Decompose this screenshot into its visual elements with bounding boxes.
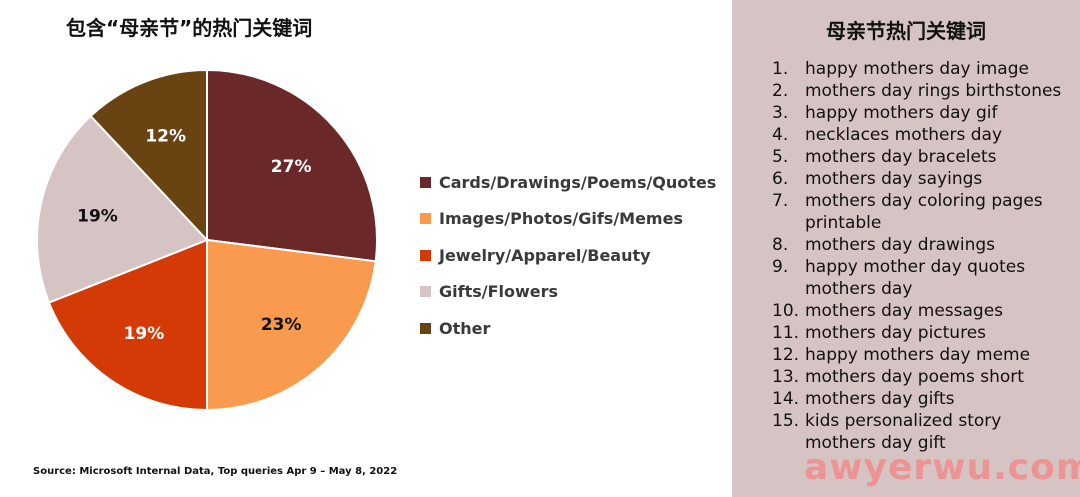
keyword-item: 15. kids personalized story mothers day g…	[772, 410, 1077, 454]
legend-swatch	[420, 213, 431, 225]
keyword-number: 12.	[772, 345, 800, 365]
keyword-item: 7. mothers day coloring pages printable	[772, 190, 1077, 234]
keyword-text: happy mothers day meme	[805, 345, 1031, 365]
keyword-text: mothers day poems short	[805, 367, 1024, 387]
keyword-item: 12. happy mothers day meme	[772, 344, 1077, 366]
keyword-panel: 母亲节热门关键词 1. happy mothers day image 2. moth…	[732, 0, 1080, 497]
keyword-text: necklaces mothers day	[805, 125, 1003, 145]
keyword-item: 4. necklaces mothers day	[772, 124, 1077, 146]
legend-swatch	[420, 176, 431, 188]
keyword-number: 11.	[772, 323, 800, 343]
keyword-text: mothers day pictures	[805, 323, 987, 343]
keyword-item: 14. mothers day gifts	[772, 388, 1077, 410]
keyword-item: 9. happy mother day quotes mothers day	[772, 256, 1077, 300]
keyword-list: 1. happy mothers day image 2. mothers day r…	[772, 58, 1077, 454]
legend-label: Cards/Drawings/Poems/Quotes	[439, 172, 717, 192]
keyword-item: 11. mothers day pictures	[772, 322, 1077, 344]
keyword-item: 6. mothers day sayings	[772, 168, 1077, 190]
pie-slice	[206, 68, 378, 263]
pie-data-label: 27%	[271, 157, 312, 177]
chart-title: 包含“母亲节”的热门关键词	[66, 16, 313, 40]
pie-chart: 27% 23% 19% 19% 12%	[36, 68, 378, 412]
legend-swatch	[420, 322, 431, 334]
pie-slice	[36, 114, 209, 304]
keyword-item: 3. happy mothers day gif	[772, 102, 1077, 124]
legend-label: Gifts/Flowers	[439, 282, 559, 302]
pie-data-label: 12%	[145, 127, 186, 147]
keyword-text: mothers day bracelets	[805, 147, 997, 167]
source-note: Source: Microsoft Internal Data, Top que…	[33, 466, 398, 477]
keyword-number: 15.	[772, 411, 800, 431]
keyword-item: 1. happy mothers day image	[772, 58, 1077, 80]
keyword-item: 2. mothers day rings birthstones	[772, 80, 1077, 102]
keyword-text: mothers day rings birthstones	[805, 81, 1062, 101]
legend-item: Jewelry/Apparel/Beauty	[420, 237, 716, 274]
keyword-text: mothers day drawings	[805, 235, 996, 255]
keyword-item: 5. mothers day bracelets	[772, 146, 1077, 168]
keyword-text: happy mother day quotes mothers day	[805, 257, 1026, 299]
keyword-number: 14.	[772, 389, 800, 409]
keyword-number: 10.	[772, 301, 800, 321]
legend-swatch	[420, 249, 431, 261]
keyword-number: 2.	[772, 81, 789, 101]
keyword-text: happy mothers day gif	[805, 103, 998, 123]
keyword-text: mothers day coloring pages printable	[805, 191, 1043, 233]
keyword-item: 13. mothers day poems short	[772, 366, 1077, 388]
keyword-item: 10. mothers day messages	[772, 300, 1077, 322]
keyword-text: mothers day messages	[805, 301, 1004, 321]
chart-area: 包含“母亲节”的热门关键词 27% 23% 19% 19% 12% Cards/Draw…	[33, 16, 716, 477]
keyword-item: 8. mothers day drawings	[772, 234, 1077, 256]
pie-slice	[89, 68, 208, 243]
legend-label: Other	[439, 318, 491, 338]
pie-data-label: 23%	[261, 315, 302, 335]
legend-label: Images/Photos/Gifs/Memes	[439, 209, 683, 229]
pie-slice	[206, 238, 377, 412]
keyword-number: 3.	[772, 103, 789, 123]
keyword-number: 7.	[772, 191, 789, 211]
keyword-text: mothers day gifts	[805, 389, 955, 409]
pie-slice	[47, 238, 208, 412]
keyword-number: 4.	[772, 125, 789, 145]
keyword-number: 13.	[772, 367, 800, 387]
panel-title: 母亲节热门关键词	[826, 19, 986, 43]
legend-label: Jewelry/Apparel/Beauty	[439, 245, 651, 265]
keyword-number: 8.	[772, 235, 789, 255]
keyword-number: 6.	[772, 169, 789, 189]
keyword-number: 1.	[772, 59, 789, 79]
watermark-logo: awyerwu.com	[804, 447, 1080, 488]
keyword-text: kids personalized story mothers day gift	[805, 411, 1002, 453]
keyword-number: 5.	[772, 147, 789, 167]
keyword-text: mothers day sayings	[805, 169, 983, 189]
keyword-number: 9.	[772, 257, 789, 277]
legend-item: Images/Photos/Gifs/Memes	[420, 201, 716, 238]
keyword-text: happy mothers day image	[805, 59, 1029, 79]
legend-item: Other	[420, 310, 716, 347]
pie-data-label: 19%	[124, 324, 165, 344]
chart-legend: Cards/Drawings/Poems/Quotes Images/Photos…	[420, 164, 716, 347]
legend-item: Cards/Drawings/Poems/Quotes	[420, 164, 716, 201]
legend-swatch	[420, 286, 431, 298]
legend-item: Gifts/Flowers	[420, 274, 716, 311]
pie-data-label: 19%	[77, 207, 118, 227]
